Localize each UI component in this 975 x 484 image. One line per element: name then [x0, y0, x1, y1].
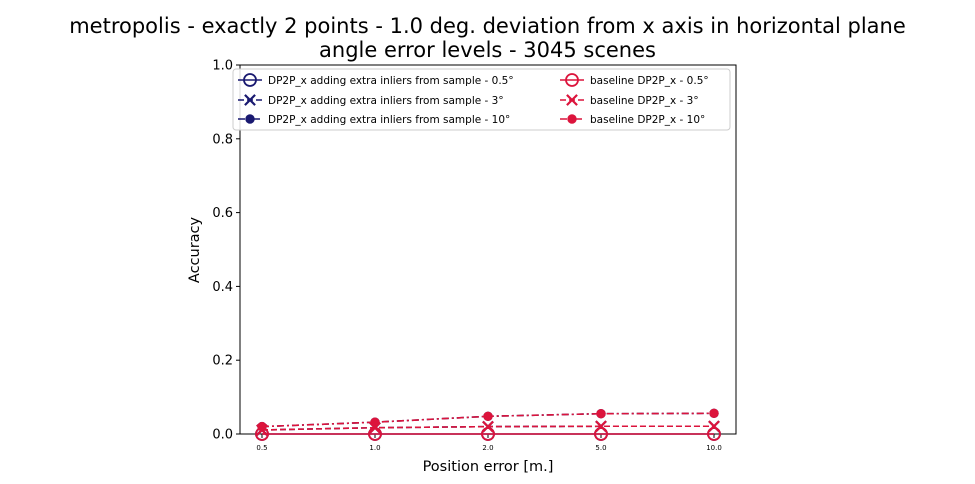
legend-label: DP2P_x adding extra inliers from sample … — [268, 114, 510, 126]
series-5 — [256, 420, 720, 436]
y-axis-title: Accuracy — [187, 216, 203, 283]
legend-item-6: baseline DP2P_x - 10° — [560, 114, 705, 126]
data-point-marker — [245, 114, 255, 124]
data-point-marker — [257, 421, 267, 432]
chart-title: metropolis - exactly 2 points - 1.0 deg.… — [69, 14, 906, 62]
y-tick-label: 1.0 — [212, 59, 233, 74]
series-4 — [255, 427, 721, 441]
x-tick-label: 10.0 — [706, 444, 722, 452]
legend-item-2: DP2P_x adding extra inliers from sample … — [238, 94, 504, 107]
data-point-marker — [595, 420, 607, 433]
legend-item-1: DP2P_x adding extra inliers from sample … — [238, 73, 514, 87]
legend-label: baseline DP2P_x - 10° — [590, 114, 705, 126]
chart-title-line-1: metropolis - exactly 2 points - 1.0 deg.… — [69, 14, 906, 38]
chart-title-line-2: angle error levels - 3045 scenes — [319, 38, 656, 62]
y-tick-label: 0.2 — [212, 354, 233, 369]
legend-label: DP2P_x adding extra inliers from sample … — [268, 75, 514, 87]
x-tick-label: 2.0 — [482, 444, 493, 452]
legend-box — [232, 68, 731, 131]
series-layer — [255, 408, 721, 441]
data-point-marker — [709, 408, 719, 419]
y-tick-label: 0.0 — [212, 428, 233, 443]
series-6 — [257, 408, 719, 432]
data-point-marker — [482, 420, 494, 433]
x-tick-label: 1.0 — [369, 444, 380, 452]
x-axis-title: Position error [m.] — [423, 459, 554, 475]
y-tick-label: 0.8 — [212, 132, 233, 147]
data-point-marker — [243, 73, 257, 87]
x-tick-label: 0.5 — [256, 444, 267, 452]
legend-label: baseline DP2P_x - 0.5° — [590, 75, 709, 87]
legend-label: DP2P_x adding extra inliers from sample … — [268, 95, 504, 107]
data-point-marker — [596, 409, 606, 419]
data-point-marker — [566, 94, 578, 106]
y-tick-label: 0.4 — [212, 280, 233, 295]
data-point-marker — [244, 94, 256, 106]
legend-label: baseline DP2P_x - 3° — [590, 95, 699, 107]
legend-item-5: baseline DP2P_x - 3° — [560, 94, 699, 107]
data-point-marker — [483, 411, 493, 421]
data-point-marker — [707, 427, 721, 441]
data-point-marker — [708, 420, 720, 433]
y-tick-label: 0.6 — [212, 206, 233, 221]
legend-item-4: baseline DP2P_x - 0.5° — [560, 73, 709, 87]
x-tick-label: 5.0 — [595, 444, 606, 452]
legend: DP2P_x adding extra inliers from sample … — [232, 68, 731, 131]
legend-item-3: DP2P_x adding extra inliers from sample … — [238, 114, 510, 126]
data-point-marker — [370, 417, 380, 427]
data-point-marker — [565, 73, 579, 87]
data-point-marker — [567, 114, 577, 124]
data-point-marker — [594, 427, 608, 441]
